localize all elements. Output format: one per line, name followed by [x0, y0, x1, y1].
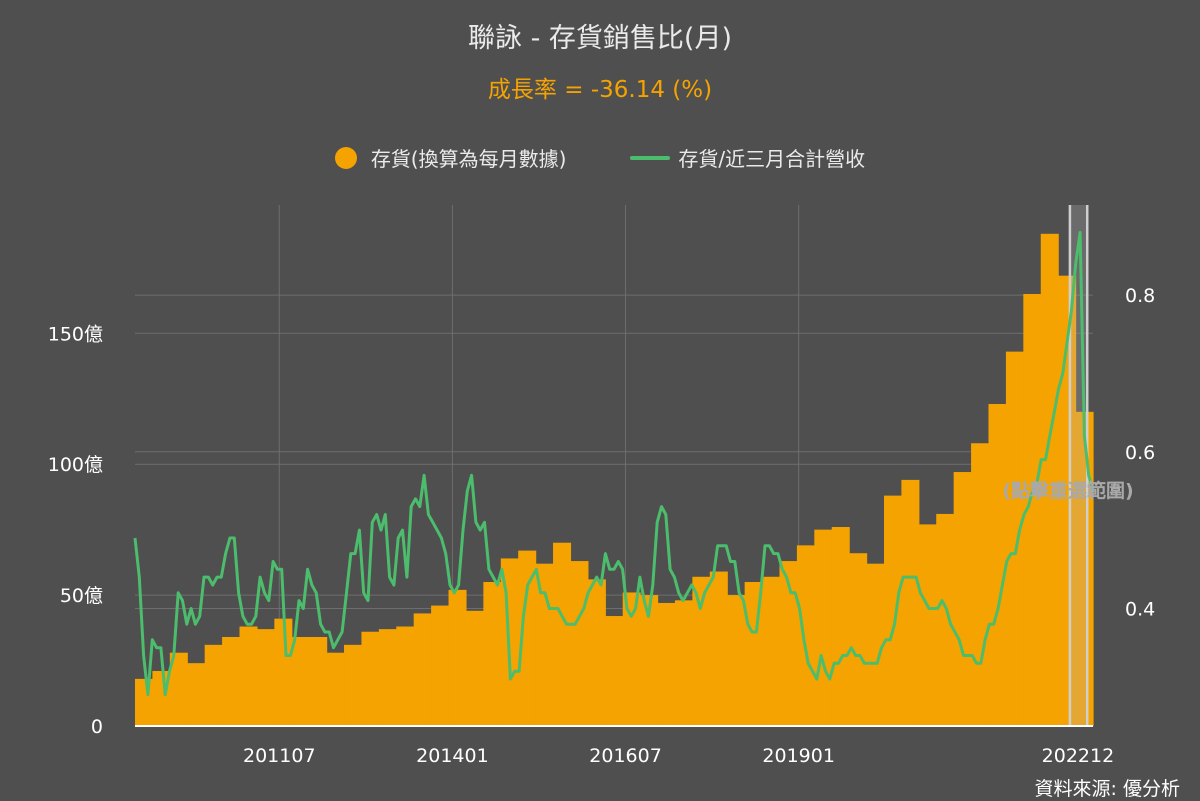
legend: 存貨(換算為每月數據) 存貨/近三月合計營收	[0, 143, 1200, 172]
inventory-bar	[396, 626, 415, 726]
inventory-bar	[413, 613, 432, 726]
ratio-line-layer	[133, 230, 1095, 697]
inventory-bar	[1058, 275, 1077, 726]
inventory-bar	[169, 652, 188, 726]
line-marker-icon	[630, 155, 671, 160]
x-axis-tick-label: 201607	[589, 745, 662, 767]
inventory-bar	[204, 644, 223, 726]
inventory-bar	[448, 589, 467, 726]
inventory-bar	[762, 576, 781, 726]
left-axis-tick-label: 50億	[60, 585, 103, 607]
inventory-bar	[1023, 294, 1042, 726]
inventory-bar	[814, 529, 833, 726]
inventory-bar	[570, 561, 589, 726]
inventory-bar	[256, 629, 275, 726]
left-axis-tick-label: 0	[91, 716, 103, 738]
inventory-bar	[587, 579, 606, 726]
inventory-bar	[883, 495, 902, 726]
right-axis-tick-label: 0.8	[1125, 285, 1155, 307]
legend-label-inventory: 存貨(換算為每月數據)	[370, 147, 567, 171]
inventory-bar	[796, 545, 815, 726]
inventory-bar	[605, 616, 624, 726]
inventory-bar	[309, 636, 328, 726]
inventory-bar	[135, 678, 154, 726]
inventory-bar	[1040, 233, 1059, 726]
inventory-bar	[657, 602, 676, 726]
inventory-bar	[988, 403, 1007, 726]
x-axis-tick-label: 202212	[1042, 745, 1115, 767]
legend-item-ratio[interactable]: 存貨/近三月合計營收	[630, 143, 865, 172]
right-axis-tick-label: 0.4	[1125, 598, 1155, 620]
inventory-bar	[361, 631, 380, 726]
inventory-bar	[727, 595, 746, 726]
inventory-bar	[518, 550, 537, 726]
chart-title: 聯詠 - 存貨銷售比(月)	[468, 23, 732, 54]
inventory-bar	[901, 479, 920, 726]
x-axis-tick-label: 201901	[762, 745, 835, 767]
circle-marker-icon	[334, 146, 357, 169]
x-axis-tick-label: 201401	[416, 745, 489, 767]
inventory-bar	[971, 443, 990, 726]
inventory-bar	[239, 626, 258, 726]
inventory-bar	[344, 644, 363, 726]
inventory-bar	[378, 629, 397, 726]
ratio-line	[133, 230, 1095, 697]
inventory-bar	[222, 636, 241, 726]
inventory-bar	[187, 663, 206, 726]
left-axis-tick-label: 100億	[48, 454, 103, 476]
inventory-bar	[953, 472, 972, 726]
inventory-bar	[431, 605, 450, 726]
left-axis-tick-label: 150億	[48, 323, 103, 345]
growth-rate-subtitle: 成長率 = -36.14 (%)	[487, 77, 713, 103]
inventory-bar	[622, 592, 641, 726]
axes: 0 50億 100億 150億 0.4 0.6 0.8 201107 201401 201607 2…	[48, 285, 1155, 767]
reset-selection-label[interactable]: (點擊重選範圍)	[1002, 479, 1133, 502]
inventory-bar	[291, 636, 310, 726]
inventory-bar	[866, 563, 885, 726]
inventory-bar	[709, 571, 728, 726]
inventory-bar	[553, 542, 572, 726]
inventory-bar	[483, 582, 502, 726]
inventory-bar	[779, 561, 798, 726]
inventory-bar	[1005, 351, 1024, 726]
legend-label-ratio: 存貨/近三月合計營收	[678, 147, 866, 171]
inventory-bar	[274, 618, 293, 726]
inventory-bar	[831, 527, 850, 726]
legend-item-inventory[interactable]: 存貨(換算為每月數據)	[334, 143, 567, 172]
inventory-bar	[692, 576, 711, 726]
inventory-bar	[936, 513, 955, 726]
inventory-bar	[674, 600, 693, 726]
inventory-bar	[918, 524, 937, 726]
inventory-bar	[1075, 411, 1094, 726]
inventory-bar	[326, 652, 345, 726]
inventory-bar	[465, 610, 484, 726]
inventory-bar	[849, 553, 868, 726]
x-axis-tick-label: 201107	[243, 745, 316, 767]
inventory-bar	[640, 595, 659, 726]
data-source: 資料來源: 優分析	[1034, 778, 1180, 800]
right-axis-tick-label: 0.6	[1125, 442, 1155, 464]
